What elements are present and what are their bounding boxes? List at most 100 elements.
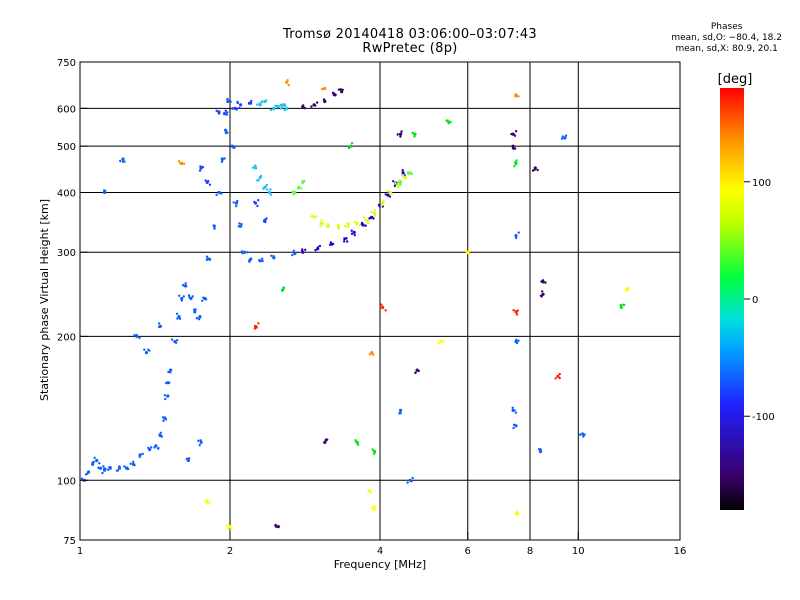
- data-point: [170, 338, 174, 341]
- data-point: [218, 112, 221, 115]
- data-point: [445, 119, 448, 122]
- data-point: [147, 348, 150, 351]
- data-point: [367, 489, 371, 492]
- data-point: [265, 183, 269, 187]
- colorbar-tick-label: -100: [752, 412, 775, 423]
- data-point: [165, 381, 168, 385]
- data-point: [226, 111, 229, 114]
- data-point: [272, 108, 275, 111]
- data-point: [143, 348, 146, 351]
- data-point: [400, 130, 403, 133]
- data-point: [198, 169, 202, 172]
- data-point: [251, 166, 255, 169]
- data-point: [540, 280, 543, 283]
- data-point: [401, 169, 404, 172]
- data-point: [560, 137, 564, 140]
- data-point: [158, 433, 161, 436]
- data-point: [413, 135, 416, 138]
- data-point: [394, 182, 397, 185]
- data-point: [204, 179, 207, 182]
- data-point: [511, 406, 514, 409]
- y-tick-label: 100: [57, 476, 76, 487]
- data-point: [126, 467, 130, 471]
- data-point: [159, 431, 162, 434]
- data-point: [159, 325, 162, 328]
- data-point: [398, 179, 402, 182]
- data-point: [147, 446, 150, 450]
- data-point: [259, 174, 263, 178]
- data-point: [558, 376, 561, 380]
- y-tick-label: 500: [57, 142, 76, 153]
- data-point: [257, 179, 260, 182]
- data-point: [512, 309, 515, 312]
- data-point: [372, 505, 377, 509]
- data-point: [253, 200, 256, 204]
- data-point: [449, 120, 452, 124]
- data-point: [410, 172, 414, 176]
- data-point: [179, 162, 182, 165]
- data-point: [150, 446, 153, 449]
- data-point: [514, 130, 518, 133]
- data-point: [362, 216, 366, 219]
- data-point: [358, 224, 362, 227]
- data-point: [374, 508, 377, 511]
- data-point: [322, 98, 326, 102]
- data-point: [373, 214, 377, 217]
- data-point: [123, 160, 126, 163]
- x-tick-label: 2: [227, 546, 233, 557]
- data-point: [270, 254, 273, 257]
- data-point: [164, 397, 167, 401]
- data-point: [257, 322, 260, 325]
- data-point: [296, 187, 300, 190]
- data-point: [266, 188, 269, 191]
- data-point: [241, 252, 244, 255]
- data-point: [238, 106, 241, 110]
- data-point: [322, 222, 325, 226]
- data-point: [272, 256, 275, 260]
- data-point: [539, 451, 542, 454]
- data-point: [316, 246, 320, 249]
- data-point: [514, 236, 518, 240]
- data-point: [510, 132, 513, 136]
- data-point: [554, 377, 557, 380]
- data-point: [133, 464, 136, 467]
- data-point: [227, 99, 230, 103]
- data-point: [95, 459, 99, 462]
- data-point: [222, 112, 227, 116]
- data-point: [315, 215, 318, 218]
- data-point: [514, 234, 517, 237]
- data-point: [262, 187, 265, 190]
- data-point: [310, 215, 313, 218]
- data-point: [239, 103, 243, 107]
- data-point: [411, 131, 414, 135]
- data-point: [343, 225, 347, 228]
- data-point: [226, 526, 230, 530]
- data-point: [98, 462, 101, 465]
- data-point: [515, 341, 519, 345]
- data-point: [583, 433, 586, 436]
- data-point: [564, 134, 568, 137]
- data-point: [197, 318, 201, 321]
- data-point: [578, 433, 582, 436]
- data-point: [291, 253, 294, 257]
- data-point: [399, 135, 402, 138]
- colorbar-tick-label: 100: [752, 178, 771, 189]
- data-point: [515, 159, 518, 162]
- data-point: [514, 147, 517, 150]
- data-point: [368, 353, 372, 356]
- data-point: [516, 512, 519, 515]
- data-point: [123, 465, 126, 468]
- data-point: [381, 305, 385, 309]
- phase-statistics: Phases mean, sd,O: −80.4, 18.2 mean, sd,…: [671, 22, 782, 55]
- data-point: [267, 190, 272, 195]
- data-point: [247, 101, 251, 105]
- data-point: [301, 248, 304, 251]
- data-point: [250, 99, 253, 103]
- data-point: [264, 185, 267, 188]
- data-point: [332, 93, 335, 97]
- data-point: [346, 224, 350, 228]
- data-point: [397, 186, 400, 189]
- data-point: [269, 193, 273, 196]
- data-point: [350, 232, 354, 235]
- data-point: [337, 227, 341, 230]
